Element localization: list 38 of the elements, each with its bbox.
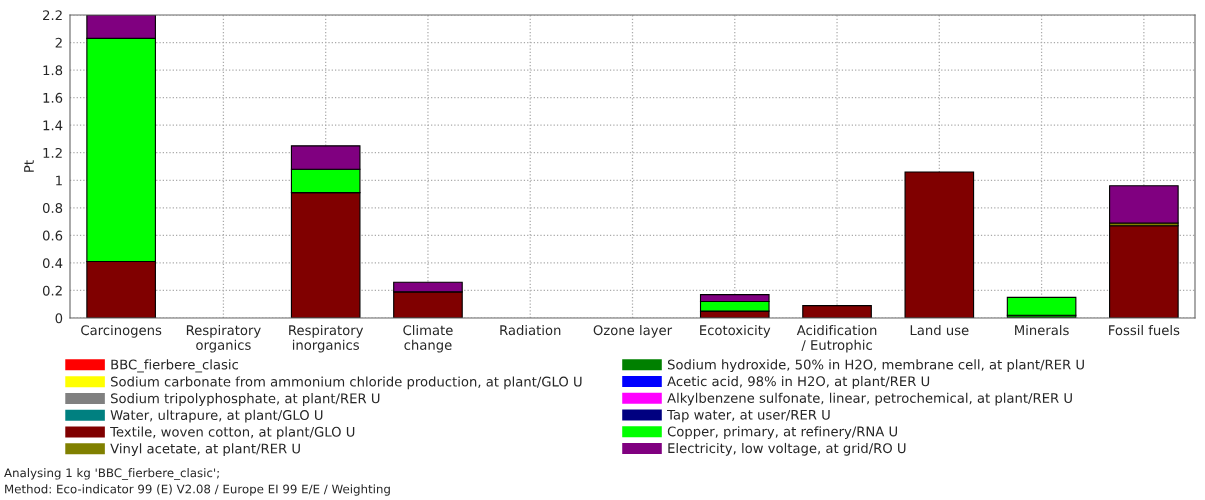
x-tick-label: Ecotoxicity [700,324,771,338]
y-tick-label: 0.2 [42,285,62,296]
legend-label: Textile, woven cotton, at plant/GLO U [110,426,355,440]
y-tick-label: 1.8 [43,65,63,76]
legend-label: Water, ultrapure, at plant/GLO U [110,409,323,423]
y-tick-label: 1.4 [43,120,63,131]
legend-label: Acetic acid, 98% in H2O, at plant/RER U [667,376,930,389]
legend-label: Vinyl acetate, at plant/RER U [110,443,300,457]
legend-label: Alkylbenzene sulfonate, linear, petrochemical, at plant/RER U [667,392,1072,406]
x-tick-label: Acidification / Eutrophic [796,324,877,353]
y-tick-label: 1 [56,175,62,186]
y-tick-label: 2.2 [43,10,62,21]
y-tick-label: 1.6 [43,92,63,103]
legend-label: Sodium tripolyphosphate, at plant/RER U [111,393,380,406]
y-tick-label: 0.8 [42,203,63,214]
legend-label: Sodium hydroxide, 50% in H2O, membrane cell, at plant/RER U [667,359,1084,373]
y-axis-title: Pt [24,160,34,172]
y-tick-label: 0 [55,313,63,324]
text: Analysing 1 kg 'BBC_fierbere_clasic'; [4,468,219,480]
legend-label: Copper, primary, at refinery/RNA U [667,426,898,439]
x-tick-label: Climate change [403,324,453,353]
y-tick-label: 1.2 [43,147,62,158]
x-tick-label: Carcinogens [81,324,162,338]
x-tick-label: Fossil fuels [1109,324,1180,336]
legend-label: BBC_fierbere_clasic [111,359,238,373]
x-tick-label: Land use [910,324,969,336]
x-tick-label: Minerals [1015,324,1069,336]
legend-label: Sodium carbonate from ammonium chloride production, at plant/GLO U [111,376,582,390]
x-tick-label: Respiratory inorganics [289,324,364,353]
x-tick-label: Ozone layer [593,324,673,338]
legend-label: Electricity, low voltage, at grid/RO U [668,442,906,456]
y-tick-label: 0.6 [42,230,63,241]
y-tick-label: 0.4 [42,258,63,269]
y-tick-label: 2 [55,37,62,48]
text: Method: Eco-indicator 99 (E) V2.08 / Europe EI 99 E/E / Weighting [5,484,390,496]
x-tick-label: Respiratory organics [186,324,261,353]
legend-label: Tap water, at user/RER U [667,409,830,423]
x-tick-label: Radiation [500,324,561,336]
